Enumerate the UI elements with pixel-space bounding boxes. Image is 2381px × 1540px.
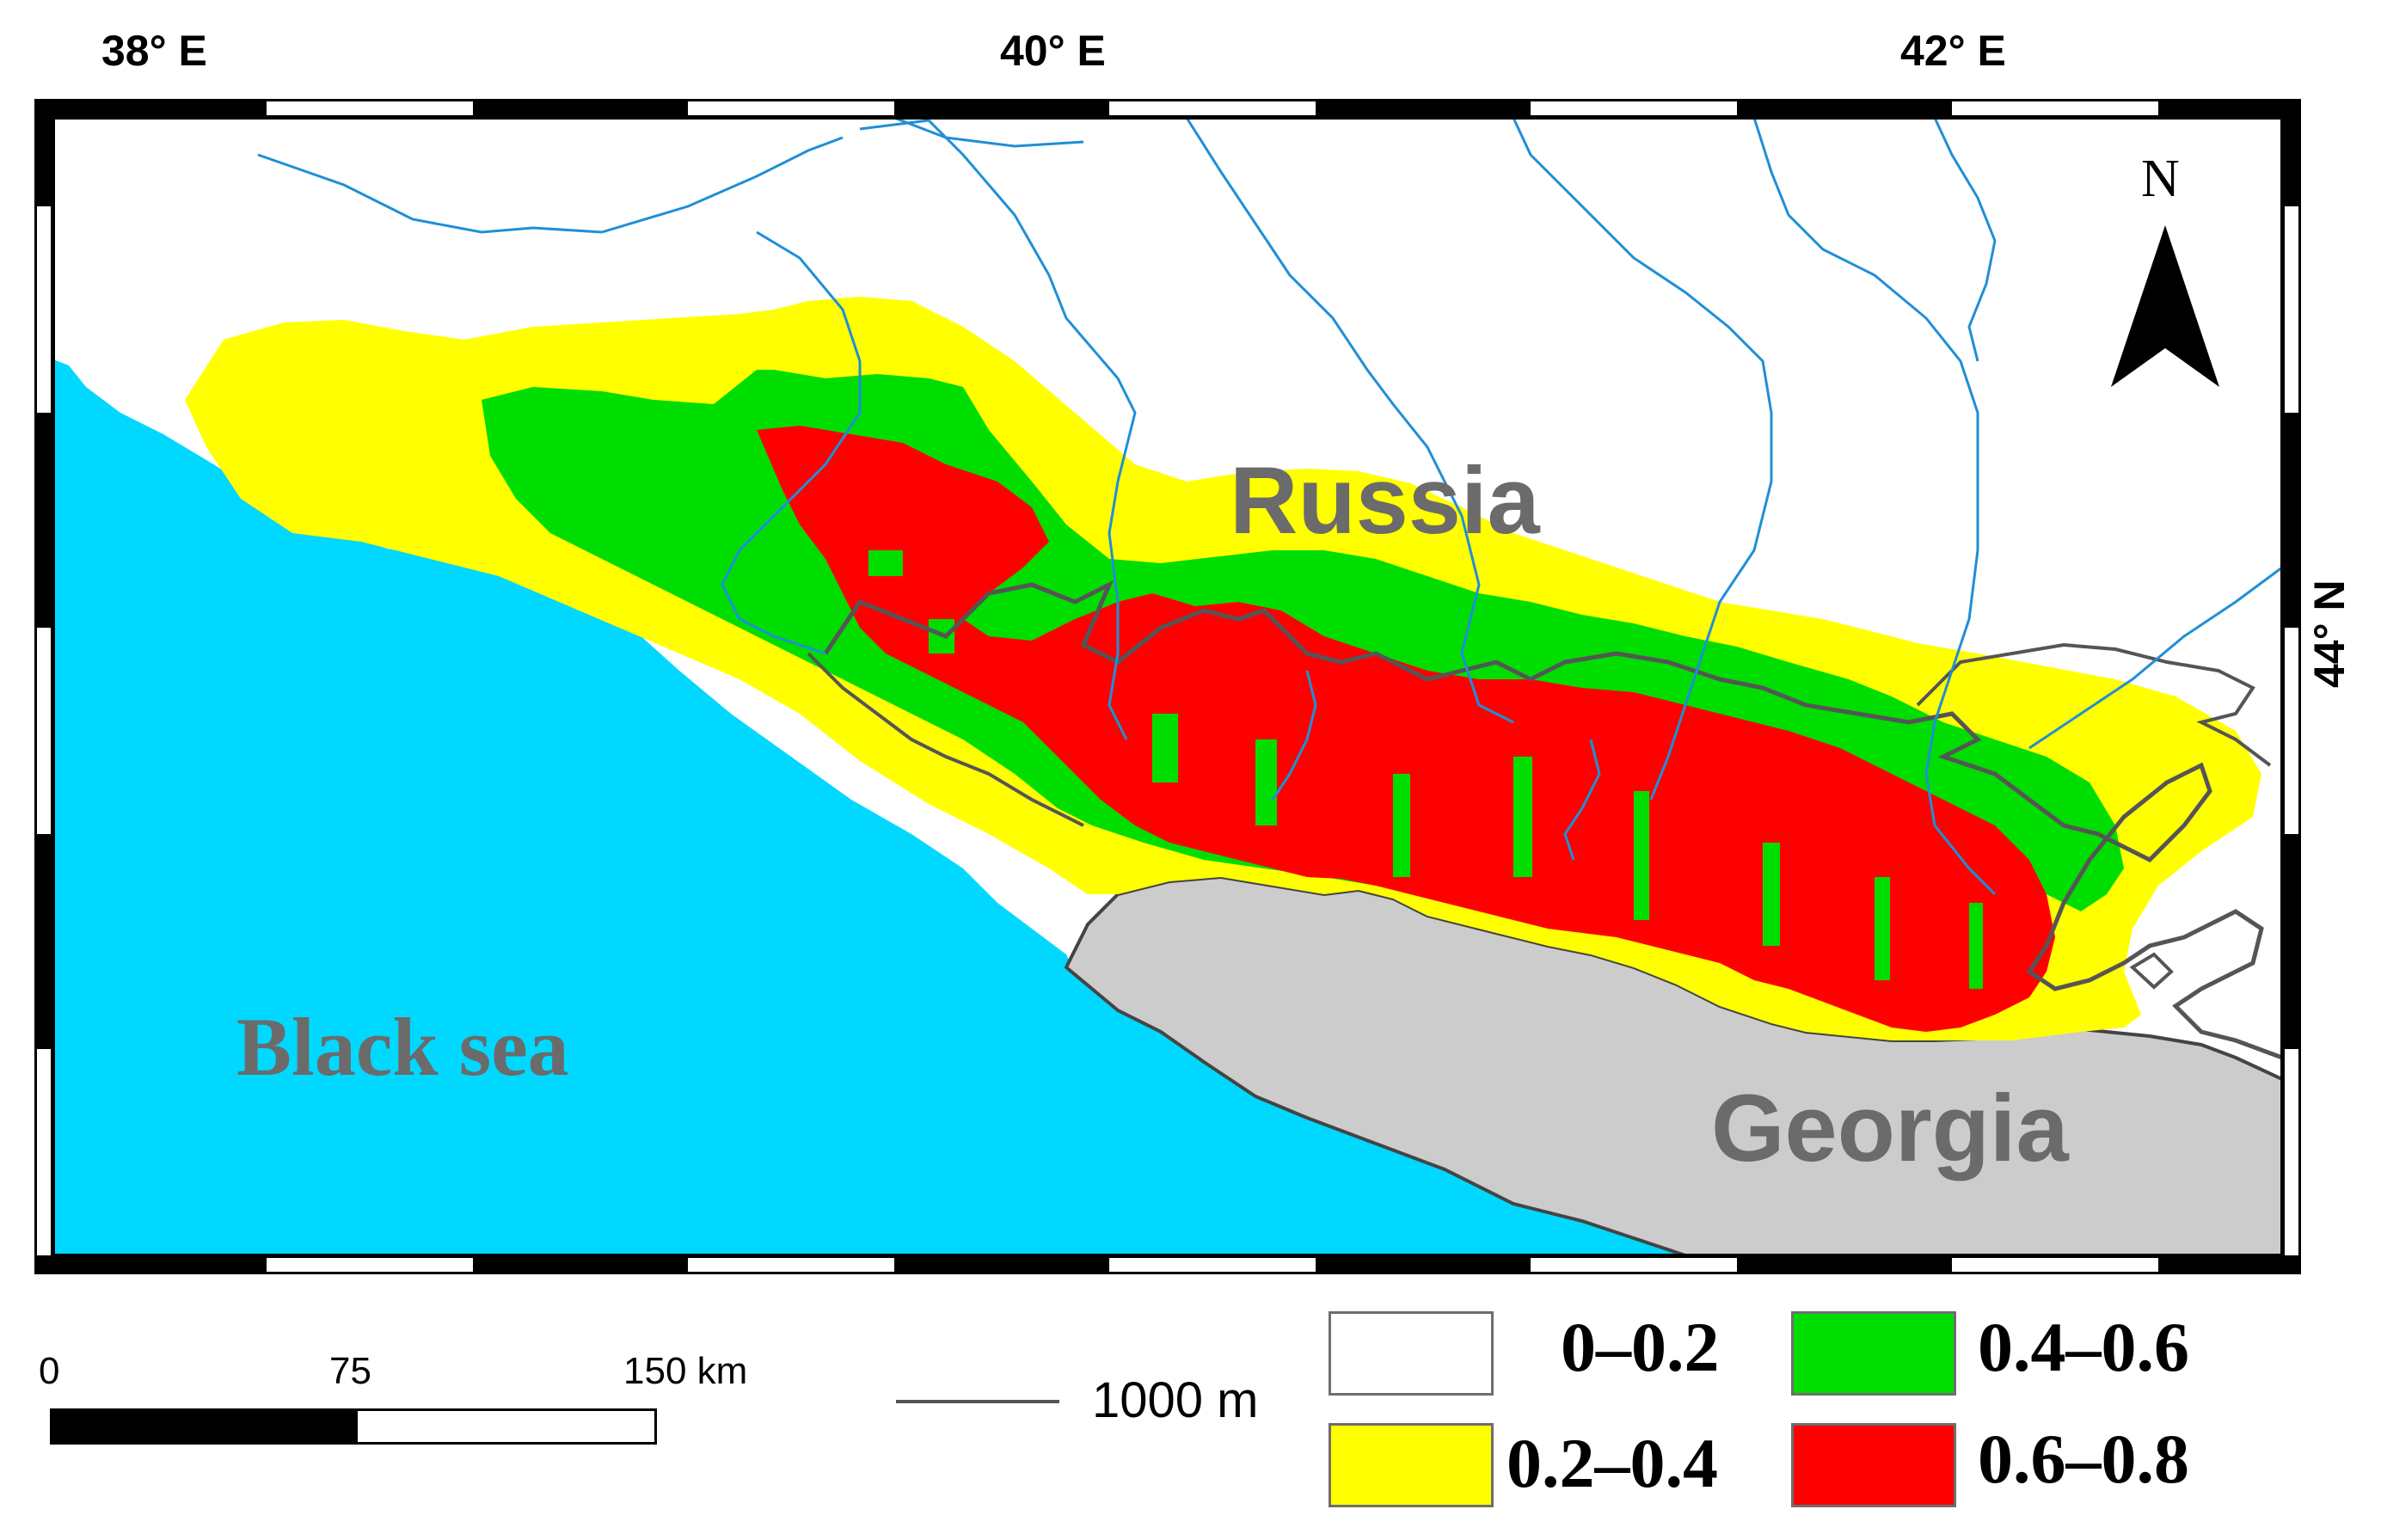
legend-swatch-0.2-0.4 <box>1329 1423 1494 1507</box>
contour-1000m-east <box>1916 642 2272 767</box>
scale-tick-75: 75 <box>329 1350 371 1392</box>
frame-ticks <box>34 99 2301 1274</box>
longitude-label-40e: 40° E <box>1000 27 1106 75</box>
contour-1000m <box>823 580 2283 1060</box>
georgia-label: Georgia <box>1711 1076 2069 1181</box>
scale-bar-black-segment <box>52 1411 358 1442</box>
russia-label: Russia <box>1230 448 1541 554</box>
legend-swatch-0.4-0.6 <box>1791 1311 1956 1396</box>
contour-legend-label: 1000 m <box>1092 1372 1259 1428</box>
scale-bar <box>50 1408 657 1445</box>
north-label: N <box>2141 150 2180 208</box>
longitude-label-42e: 42° E <box>1900 27 2006 75</box>
north-arrow-icon: N <box>2111 150 2219 387</box>
black-sea-area <box>53 359 1685 1255</box>
legend-swatch-0.6-0.8 <box>1791 1423 1956 1507</box>
scale-tick-150: 150 km <box>623 1350 748 1392</box>
longitude-label-38e: 38° E <box>101 27 207 75</box>
suitability-0.6-0.8-area <box>757 426 2055 1032</box>
legend-swatch-0-0.2 <box>1329 1311 1494 1396</box>
scale-tick-0: 0 <box>39 1350 60 1392</box>
contour-1000m-small <box>2129 952 2174 990</box>
black-sea-label: Black sea <box>236 1001 569 1093</box>
rivers <box>257 116 2283 896</box>
suitability-speckles <box>868 550 1983 989</box>
legend-label-0.4-0.6: 0.4–0.6 <box>1978 1308 2189 1386</box>
contour-legend-line <box>896 1400 1059 1403</box>
legend-label-0.6-0.8: 0.6–0.8 <box>1978 1420 2189 1498</box>
legend-label-0-0.2: 0–0.2 <box>1561 1308 1720 1386</box>
contour-1000m-west <box>807 652 1084 827</box>
legend-label-0.2-0.4: 0.2–0.4 <box>1507 1424 1718 1502</box>
